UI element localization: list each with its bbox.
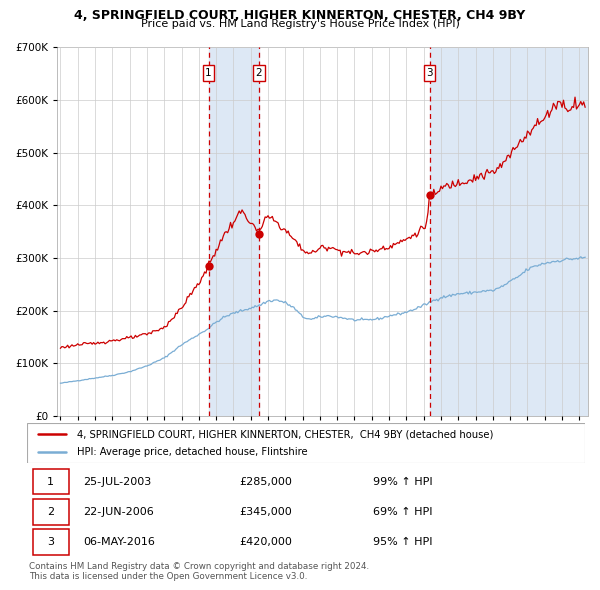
Text: £420,000: £420,000 [239, 537, 292, 547]
Text: 4, SPRINGFIELD COURT, HIGHER KINNERTON, CHESTER,  CH4 9BY (detached house): 4, SPRINGFIELD COURT, HIGHER KINNERTON, … [77, 430, 494, 440]
Text: Contains HM Land Registry data © Crown copyright and database right 2024.
This d: Contains HM Land Registry data © Crown c… [29, 562, 369, 581]
Text: £345,000: £345,000 [239, 507, 292, 517]
FancyBboxPatch shape [32, 469, 69, 494]
Text: 22-JUN-2006: 22-JUN-2006 [83, 507, 154, 517]
Text: 1: 1 [47, 477, 54, 487]
Text: 25-JUL-2003: 25-JUL-2003 [83, 477, 151, 487]
Text: HPI: Average price, detached house, Flintshire: HPI: Average price, detached house, Flin… [77, 447, 308, 457]
Text: 3: 3 [47, 537, 54, 547]
Text: 1: 1 [205, 68, 212, 78]
Text: 99% ↑ HPI: 99% ↑ HPI [373, 477, 433, 487]
Text: 69% ↑ HPI: 69% ↑ HPI [373, 507, 433, 517]
FancyBboxPatch shape [32, 529, 69, 555]
Bar [430, 47, 588, 416]
Text: Price paid vs. HM Land Registry's House Price Index (HPI): Price paid vs. HM Land Registry's House … [140, 19, 460, 30]
Bar [209, 47, 259, 416]
FancyBboxPatch shape [32, 499, 69, 525]
Text: 06-MAY-2016: 06-MAY-2016 [83, 537, 155, 547]
Text: 3: 3 [426, 68, 433, 78]
Text: 2: 2 [256, 68, 262, 78]
Text: 95% ↑ HPI: 95% ↑ HPI [373, 537, 433, 547]
Text: £285,000: £285,000 [239, 477, 292, 487]
Text: 4, SPRINGFIELD COURT, HIGHER KINNERTON, CHESTER, CH4 9BY: 4, SPRINGFIELD COURT, HIGHER KINNERTON, … [74, 9, 526, 22]
Text: 2: 2 [47, 507, 54, 517]
